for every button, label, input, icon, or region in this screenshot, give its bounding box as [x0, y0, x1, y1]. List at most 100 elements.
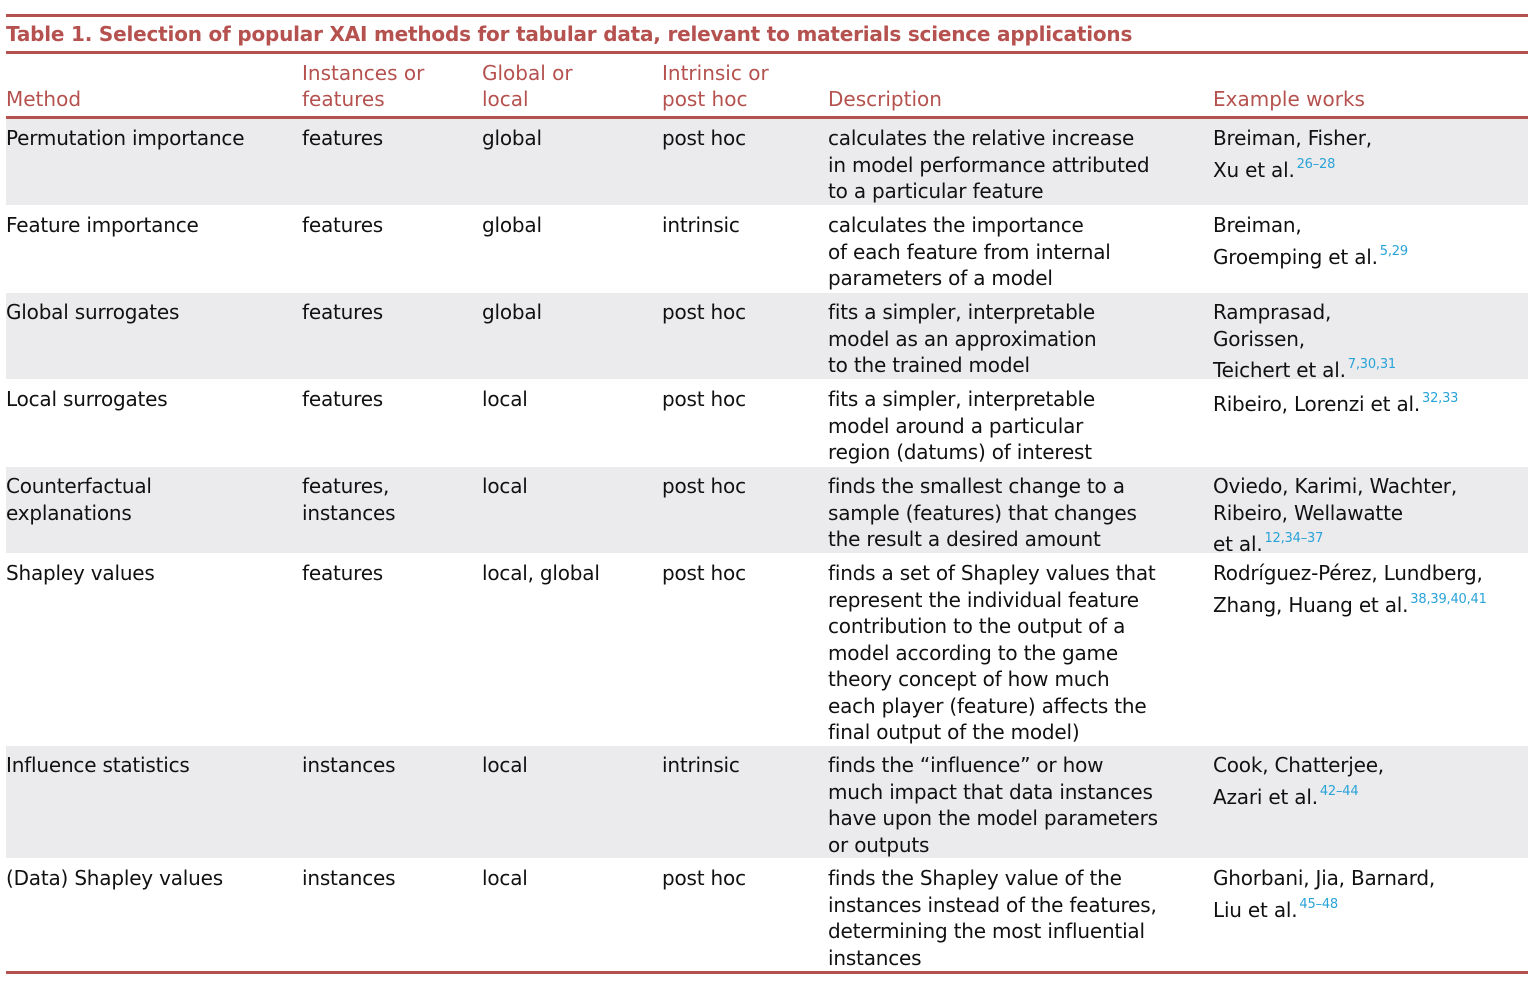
cell-intrinsic-or-post-hoc: intrinsic — [662, 752, 740, 779]
reference-link[interactable]: 7,30,31 — [1347, 357, 1396, 372]
cell-text-content: much impact that data instances — [828, 779, 1153, 804]
reference-link[interactable]: 5,29 — [1379, 243, 1408, 259]
cell-text-content: post hoc — [662, 474, 746, 498]
cell-text-content: Influence statistics — [6, 753, 190, 777]
cell-global-or-local: global — [482, 299, 542, 326]
top-rule — [6, 14, 1528, 17]
cell-text: local — [482, 473, 528, 500]
cell-text-content: model according to the game — [828, 640, 1118, 665]
cell-text-content: Ribeiro, Wellawatte — [1213, 500, 1403, 525]
cell-text-content: Liu et al. — [1213, 897, 1298, 922]
cell-text: features — [302, 386, 383, 413]
header-line: Description — [828, 87, 942, 111]
cell-example-works: Oviedo, Karimi, Wachter, Ribeiro, Wellawa… — [1213, 473, 1457, 558]
cell-text-content: local, global — [482, 561, 600, 585]
cell-text-content: the result a desired amount — [828, 527, 1101, 551]
cell-text: Ribeiro, Wellawatte — [1213, 500, 1457, 527]
cell-text-content: instances — [302, 753, 396, 777]
cell-text: to a particular feature — [828, 178, 1149, 205]
cell-text-content: features — [302, 300, 384, 324]
cell-text: Liu et al. 45–48 — [1213, 892, 1435, 924]
cell-intrinsic-or-post-hoc: post hoc — [662, 560, 746, 587]
cell-text-content: global — [482, 213, 542, 237]
table-caption: Table 1. Selection of popular XAI method… — [6, 22, 1133, 46]
cell-text: local — [482, 752, 528, 779]
cell-text-content: calculates the importance — [828, 213, 1084, 237]
reference-link[interactable]: 26–28 — [1296, 156, 1336, 172]
reference-link[interactable]: 32,33 — [1422, 391, 1459, 406]
cell-text-content: Global surrogates — [6, 300, 180, 324]
cell-text-content: each player (feature) affects the — [828, 693, 1147, 718]
cell-intrinsic-or-post-hoc: post hoc — [662, 473, 746, 500]
cell-text-content: Ribeiro, Lorenzi et al. — [1213, 392, 1421, 416]
cell-intrinsic-or-post-hoc: post hoc — [662, 125, 746, 152]
caption-rule — [6, 51, 1528, 54]
cell-text: local — [482, 386, 528, 413]
cell-text-content: Xu et al. — [1213, 157, 1295, 182]
reference-link[interactable]: 45–48 — [1299, 896, 1339, 912]
cell-description: finds a set of Shapley values that repres… — [828, 560, 1156, 746]
cell-text: each player (feature) affects the — [828, 693, 1156, 720]
cell-text-content: local — [482, 474, 528, 498]
cell-text-content: finds the “influence” or how — [828, 753, 1104, 777]
cell-text: parameters of a model — [828, 265, 1111, 292]
cell-text: finds the smallest change to a — [828, 473, 1137, 500]
cell-text-content: local — [482, 866, 528, 890]
cell-text: finds the Shapley value of the — [828, 865, 1157, 892]
cell-text-content: features, — [302, 474, 390, 498]
cell-text: intrinsic — [662, 752, 740, 779]
cell-method: Counterfactual explanations — [6, 473, 152, 526]
cell-text-content: features — [302, 126, 384, 150]
header-line: Example works — [1213, 87, 1365, 111]
cell-text: determining the most influential — [828, 918, 1157, 945]
cell-text-content: global — [482, 300, 542, 324]
cell-method: Global surrogates — [6, 299, 179, 326]
cell-global-or-local: global — [482, 125, 542, 152]
cell-global-or-local: local — [482, 865, 528, 892]
cell-text-content: fits a simpler, interpretable — [828, 300, 1096, 324]
cell-text: Shapley values — [6, 560, 155, 587]
cell-instances-or-features: features — [302, 125, 383, 152]
cell-text: Breiman, — [1213, 212, 1408, 239]
cell-text-content: final output of the model) — [828, 720, 1080, 744]
cell-example-works: Ramprasad, Gorissen, Teichert et al. 7,30,3… — [1213, 299, 1396, 384]
cell-example-works: Breiman, Fisher, Xu et al. 26–28 — [1213, 125, 1372, 183]
cell-text-content: Teichert et al. — [1213, 358, 1346, 382]
cell-text: intrinsic — [662, 212, 740, 239]
cell-text-content: finds the smallest change to a — [828, 474, 1125, 498]
table-row: Shapley values features local, global post … — [6, 554, 1528, 745]
cell-text-content: Ramprasad, — [1213, 300, 1332, 324]
cell-text-content: Rodríguez-Pérez, Lundberg, — [1213, 561, 1483, 585]
cell-text: Rodríguez-Pérez, Lundberg, — [1213, 560, 1487, 587]
cell-text: much impact that data instances — [828, 779, 1158, 806]
table-row: Local surrogates features local post hoc fit… — [6, 380, 1528, 466]
cell-text: (Data) Shapley values — [6, 865, 223, 892]
cell-text-content: (Data) Shapley values — [6, 866, 223, 890]
cell-text: features, — [302, 473, 395, 500]
cell-text-content: post hoc — [662, 866, 746, 890]
reference-link[interactable]: 42–44 — [1319, 783, 1359, 799]
cell-text-content: global — [482, 126, 542, 150]
cell-example-works: Ghorbani, Jia, Barnard, Liu et al. 45–48 — [1213, 865, 1435, 923]
cell-text-content: Breiman, — [1213, 213, 1302, 237]
cell-text-content: to a particular feature — [828, 179, 1044, 203]
cell-text: local — [482, 865, 528, 892]
reference-link[interactable]: 12,34–37 — [1264, 531, 1324, 546]
cell-method: Local surrogates — [6, 386, 168, 413]
cell-text: Cook, Chatterjee, — [1213, 752, 1384, 779]
header-example-works: Example works — [1213, 60, 1365, 112]
cell-text: fits a simpler, interpretable — [828, 386, 1095, 413]
cell-text: contribution to the output of a — [828, 613, 1156, 640]
cell-text: model around a particular — [828, 413, 1095, 440]
cell-text-content: Shapley values — [6, 561, 155, 585]
cell-example-works: Breiman, Groemping et al. 5,29 — [1213, 212, 1408, 270]
cell-description: finds the “influence” or how much impact … — [828, 752, 1158, 858]
cell-instances-or-features: instances — [302, 752, 396, 779]
reference-link[interactable]: 38,39,40,41 — [1410, 591, 1487, 607]
cell-text: et al. 12,34–37 — [1213, 526, 1457, 558]
cell-text: Xu et al. 26–28 — [1213, 152, 1372, 184]
cell-text-content: features — [302, 561, 384, 585]
cell-text: Influence statistics — [6, 752, 190, 779]
cell-text-content: intrinsic — [662, 213, 740, 237]
header-line: local — [482, 87, 529, 111]
